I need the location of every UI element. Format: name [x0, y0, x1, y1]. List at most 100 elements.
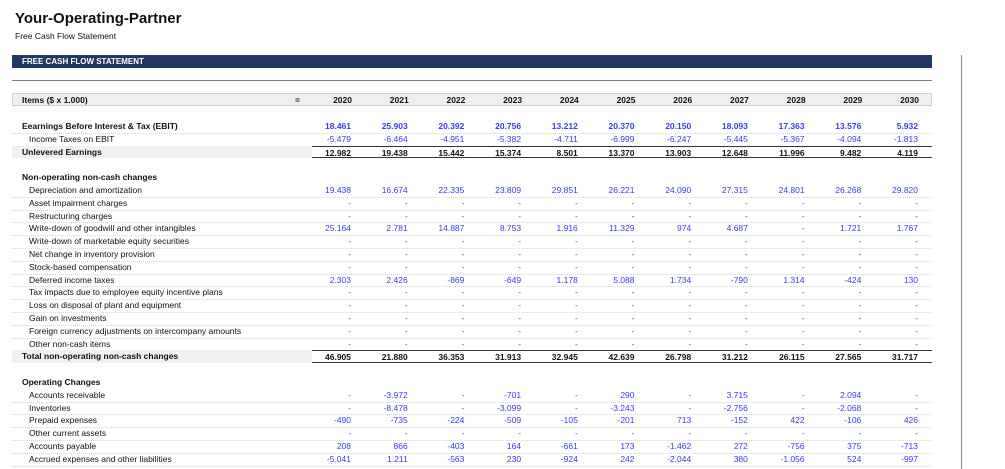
value-cell[interactable]: -: [688, 249, 692, 259]
value-cell[interactable]: 2.303: [329, 274, 351, 285]
value-cell[interactable]: -: [631, 261, 635, 272]
value-cell[interactable]: 290: [620, 389, 635, 400]
value-cell[interactable]: 1.767: [896, 223, 918, 234]
value-cell[interactable]: 1.734: [669, 274, 692, 285]
value-cell[interactable]: 1.916: [556, 223, 578, 234]
value-cell[interactable]: -: [801, 300, 805, 311]
value-cell[interactable]: -4.094: [837, 133, 862, 144]
value-cell[interactable]: -: [461, 300, 465, 311]
value-cell[interactable]: -: [518, 428, 522, 439]
value-cell[interactable]: -: [688, 313, 692, 323]
value-cell[interactable]: -701: [504, 389, 522, 400]
value-cell[interactable]: -: [745, 428, 748, 439]
value-cell[interactable]: -: [461, 325, 465, 336]
value-cell[interactable]: -: [348, 389, 351, 400]
value-cell[interactable]: -: [631, 249, 635, 259]
value-cell[interactable]: -: [915, 236, 918, 247]
value-cell[interactable]: -: [518, 300, 522, 311]
value-cell[interactable]: -713: [900, 441, 918, 451]
value-cell[interactable]: -: [348, 338, 351, 349]
value-cell[interactable]: 31.717: [892, 352, 918, 363]
value-cell[interactable]: 18.461: [325, 121, 351, 131]
value-cell[interactable]: 24.090: [665, 185, 692, 195]
value-cell[interactable]: -924: [560, 453, 578, 464]
value-cell[interactable]: 272: [733, 441, 748, 451]
value-cell[interactable]: 22.335: [438, 185, 465, 195]
value-cell[interactable]: -: [745, 261, 748, 272]
value-cell[interactable]: -490: [333, 415, 351, 426]
value-cell[interactable]: -: [348, 236, 351, 247]
value-cell[interactable]: 14.887: [438, 223, 465, 234]
value-cell[interactable]: 42.639: [608, 352, 635, 363]
value-cell[interactable]: -: [461, 428, 465, 439]
value-cell[interactable]: -: [631, 325, 635, 336]
value-cell[interactable]: -: [461, 236, 465, 247]
value-cell[interactable]: 242: [620, 453, 635, 464]
value-cell[interactable]: -: [745, 338, 748, 349]
value-cell[interactable]: -: [404, 261, 408, 272]
value-cell[interactable]: -: [745, 236, 748, 247]
value-cell[interactable]: -: [518, 210, 522, 221]
value-cell[interactable]: 8.501: [556, 147, 578, 158]
value-cell[interactable]: -: [404, 287, 408, 298]
value-cell[interactable]: -: [688, 261, 692, 272]
value-cell[interactable]: -: [348, 197, 351, 208]
value-cell[interactable]: 12.648: [721, 147, 748, 158]
value-cell[interactable]: -: [801, 428, 805, 439]
value-cell[interactable]: -: [461, 338, 465, 349]
value-cell[interactable]: 208: [336, 441, 351, 451]
value-cell[interactable]: -: [404, 428, 408, 439]
value-cell[interactable]: 173: [620, 441, 635, 451]
value-cell[interactable]: -: [801, 210, 805, 221]
value-cell[interactable]: -: [745, 249, 748, 259]
value-cell[interactable]: -: [574, 197, 578, 208]
value-cell[interactable]: -: [915, 287, 918, 298]
value-cell[interactable]: -: [574, 325, 578, 336]
value-cell[interactable]: -: [518, 313, 522, 323]
value-cell[interactable]: -: [915, 402, 918, 413]
value-cell[interactable]: 5.932: [896, 121, 918, 131]
value-cell[interactable]: -: [801, 261, 805, 272]
value-cell[interactable]: -: [348, 210, 351, 221]
value-cell[interactable]: 13.576: [835, 121, 862, 131]
value-cell[interactable]: -: [915, 428, 918, 439]
value-cell[interactable]: -: [801, 197, 805, 208]
value-cell[interactable]: -1.462: [667, 441, 692, 451]
value-cell[interactable]: -: [688, 338, 692, 349]
value-cell[interactable]: -: [518, 287, 522, 298]
value-cell[interactable]: 1.211: [387, 453, 408, 464]
value-cell[interactable]: 524: [847, 453, 862, 464]
value-cell[interactable]: -: [631, 210, 635, 221]
value-cell[interactable]: -: [574, 210, 578, 221]
value-cell[interactable]: 713: [677, 415, 692, 426]
value-cell[interactable]: -6.247: [667, 133, 692, 144]
value-cell[interactable]: -: [801, 236, 805, 247]
value-cell[interactable]: 36.353: [438, 352, 465, 363]
value-cell[interactable]: -: [404, 236, 408, 247]
value-cell[interactable]: 2.426: [386, 274, 408, 285]
value-cell[interactable]: -: [574, 313, 578, 323]
value-cell[interactable]: -: [858, 249, 862, 259]
value-cell[interactable]: -5.041: [326, 453, 351, 464]
value-cell[interactable]: -: [574, 287, 578, 298]
value-cell[interactable]: -563: [447, 453, 465, 464]
value-cell[interactable]: -869: [447, 274, 465, 285]
value-cell[interactable]: -: [404, 249, 408, 259]
value-cell[interactable]: -: [858, 287, 862, 298]
value-cell[interactable]: 375: [847, 441, 862, 451]
value-cell[interactable]: -201: [617, 415, 635, 426]
value-cell[interactable]: -997: [900, 453, 918, 464]
value-cell[interactable]: 20.756: [495, 121, 522, 131]
value-cell[interactable]: 866: [393, 441, 408, 451]
value-cell[interactable]: 15.442: [438, 147, 465, 158]
value-cell[interactable]: -: [461, 197, 465, 208]
value-cell[interactable]: -: [858, 197, 862, 208]
value-cell[interactable]: 15.374: [495, 147, 522, 158]
value-cell[interactable]: -: [688, 300, 692, 311]
value-cell[interactable]: -: [518, 197, 522, 208]
value-cell[interactable]: -: [801, 402, 805, 413]
value-cell[interactable]: 8.753: [499, 223, 522, 234]
value-cell[interactable]: -: [688, 402, 692, 413]
value-cell[interactable]: 18.093: [721, 121, 748, 131]
value-cell[interactable]: 130: [903, 274, 918, 285]
